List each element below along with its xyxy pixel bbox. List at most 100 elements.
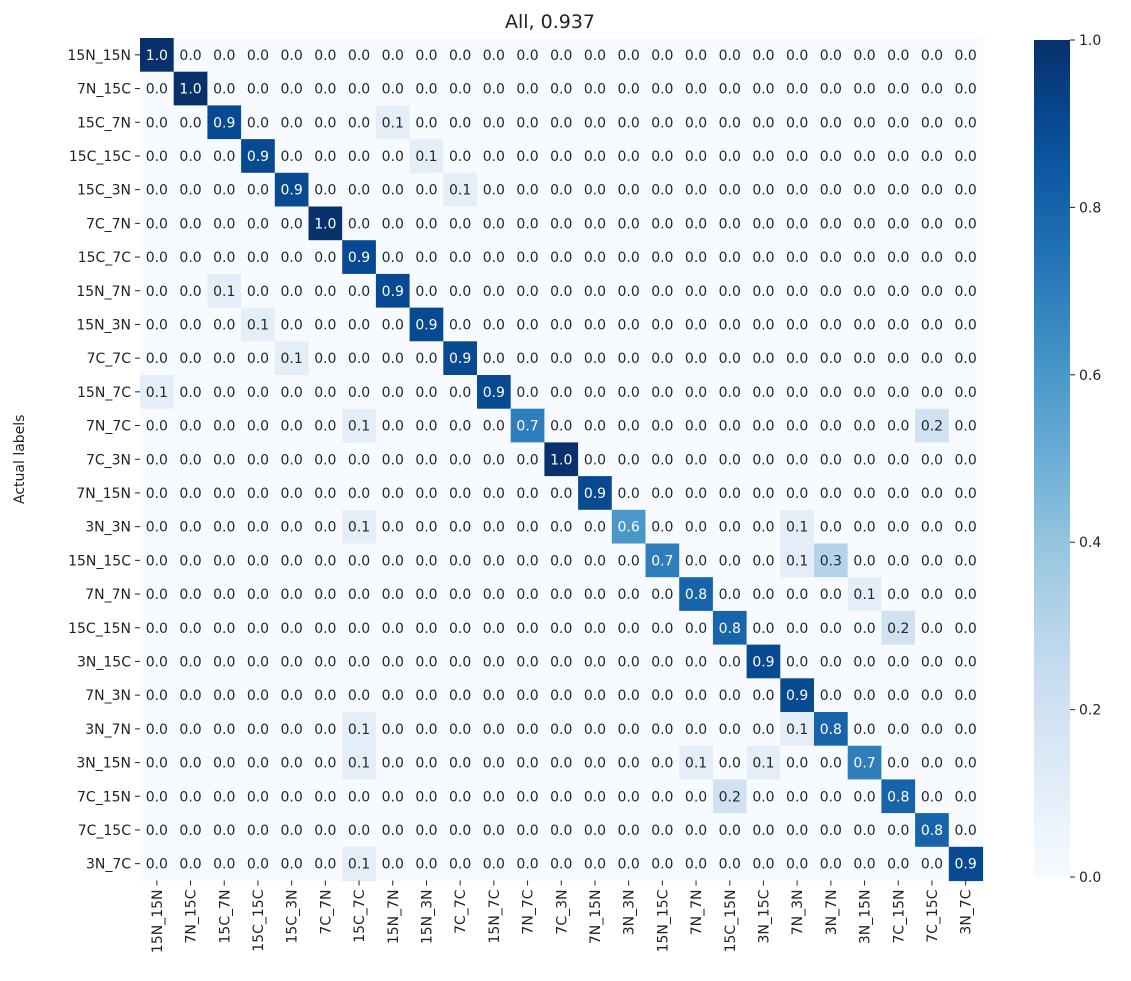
cell-value-label: 0.0 [921,216,943,232]
cell-value-label: 0.8 [887,789,909,805]
cell-value-label: 0.0 [483,553,505,569]
cell-value-label: 0.1 [348,857,370,873]
heatmap-cell [207,509,242,545]
cell-value-label: 0.0 [382,48,404,64]
heatmap-cell [712,105,748,140]
heatmap-cell [207,206,242,241]
y-tick-labels: 15N_15N 7N_15C 15C_7N 15C_15C 15C_3N 7C_7N 15C… [67,48,140,873]
cell-value-label: 0.0 [618,857,640,873]
cell-value-label: 0.0 [685,722,707,738]
heatmap-cell [746,38,781,73]
cell-value-label: 0.1 [786,722,808,738]
cell-value-label: 0.0 [146,520,168,536]
cell-value-label: 0.0 [516,486,538,502]
heatmap-cell [780,273,815,309]
cell-value-label: 0.0 [786,857,808,873]
cell-value-label: 0.0 [314,419,336,435]
cell-value-label: 0.1 [348,722,370,738]
heatmap-cell [814,745,849,780]
heatmap-cell [948,375,984,410]
heatmap-cell [780,712,815,747]
heatmap-cell [140,779,175,814]
cell-value-label: 0.0 [516,284,538,300]
heatmap-cell [409,38,444,73]
heatmap-cell [173,375,208,410]
heatmap-cell [712,610,748,646]
heatmap-cell [712,172,748,208]
cell-value-label: 0.0 [314,82,336,98]
cell-value-label: 0.0 [786,82,808,98]
cell-value-label: 0.0 [483,149,505,165]
heatmap-cell [308,408,343,443]
cell-value-label: 0.0 [955,789,977,805]
cell-value-label: 0.0 [853,82,875,98]
x-tick-label: 3N_15C [756,889,772,943]
heatmap-cell [207,712,242,747]
cell-value-label: 0.0 [516,216,538,232]
cell-value-label: 0.0 [685,823,707,839]
cell-value-label: 0.0 [179,688,201,704]
heatmap-cell [207,442,242,477]
heatmap-cell [443,71,478,106]
heatmap-cell [375,442,411,477]
heatmap-cell [814,813,849,848]
cell-value-label: 0.0 [516,654,538,670]
cell-value-label: 0.0 [887,486,909,502]
cell-value-label: 0.0 [651,654,673,670]
cell-value-label: 0.0 [955,722,977,738]
cell-value-label: 0.0 [314,351,336,367]
heatmap-cell [948,408,984,443]
cell-value-label: 0.0 [584,82,606,98]
cell-value-label: 0.0 [719,250,741,266]
heatmap-cell [712,543,748,578]
cell-value-label: 0.0 [247,250,269,266]
heatmap-cell [375,139,411,174]
heatmap-cell [443,38,478,73]
cell-value-label: 0.0 [213,149,235,165]
heatmap-cell [847,846,882,882]
cell-value-label: 0.0 [213,587,235,603]
cell-value-label: 0.0 [618,48,640,64]
heatmap-cell [477,644,512,679]
heatmap-cell [814,105,849,140]
cell-value-label: 0.0 [618,452,640,468]
cell-value-label: 0.0 [887,183,909,199]
heatmap-cell [308,577,343,612]
heatmap-cell [308,71,343,106]
cell-value-label: 0.0 [584,48,606,64]
cell-value-label: 0.0 [752,789,774,805]
cell-value-label: 0.0 [550,82,572,98]
heatmap-cell [578,678,613,713]
cell-value-label: 0.9 [213,115,235,131]
cell-value-label: 0.0 [483,486,505,502]
heatmap-cell [477,745,512,780]
heatmap-cell [443,408,478,443]
heatmap-cell [342,442,377,477]
cell-value-label: 0.0 [146,82,168,98]
heatmap-cell [611,273,647,309]
cell-value-label: 0.0 [382,823,404,839]
heatmap-cell [207,341,242,376]
heatmap-cell [173,172,208,208]
heatmap-cell [477,240,512,275]
cell-value-label: 0.0 [921,115,943,131]
cell-value-label: 0.0 [853,452,875,468]
heatmap-cell [375,105,411,140]
heatmap-cell [207,375,242,410]
heatmap-cell [712,375,748,410]
heatmap-cell [140,375,175,410]
heatmap-cell [409,644,444,679]
heatmap-cell [443,577,478,612]
heatmap-cell [342,712,377,747]
cell-value-label: 0.0 [348,351,370,367]
cell-value-label: 0.0 [516,587,538,603]
cell-value-label: 0.0 [955,452,977,468]
cell-value-label: 0.0 [719,419,741,435]
cell-value-label: 0.0 [382,216,404,232]
heatmap-cell [342,678,377,713]
cell-value-label: 0.0 [820,82,842,98]
cell-value-label: 0.0 [281,520,303,536]
heatmap-cell [746,442,781,477]
heatmap-cell [510,813,545,848]
heatmap-cell [375,678,411,713]
